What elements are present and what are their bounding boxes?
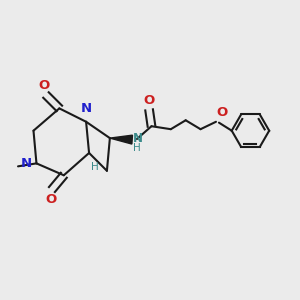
Text: N: N [134,132,143,145]
Text: O: O [39,79,50,92]
Polygon shape [110,135,133,144]
Text: O: O [45,193,56,206]
Text: H: H [134,143,141,153]
Text: H: H [91,162,98,172]
Text: N: N [81,102,92,115]
Text: N: N [21,157,32,170]
Text: O: O [143,94,155,107]
Text: O: O [217,106,228,119]
